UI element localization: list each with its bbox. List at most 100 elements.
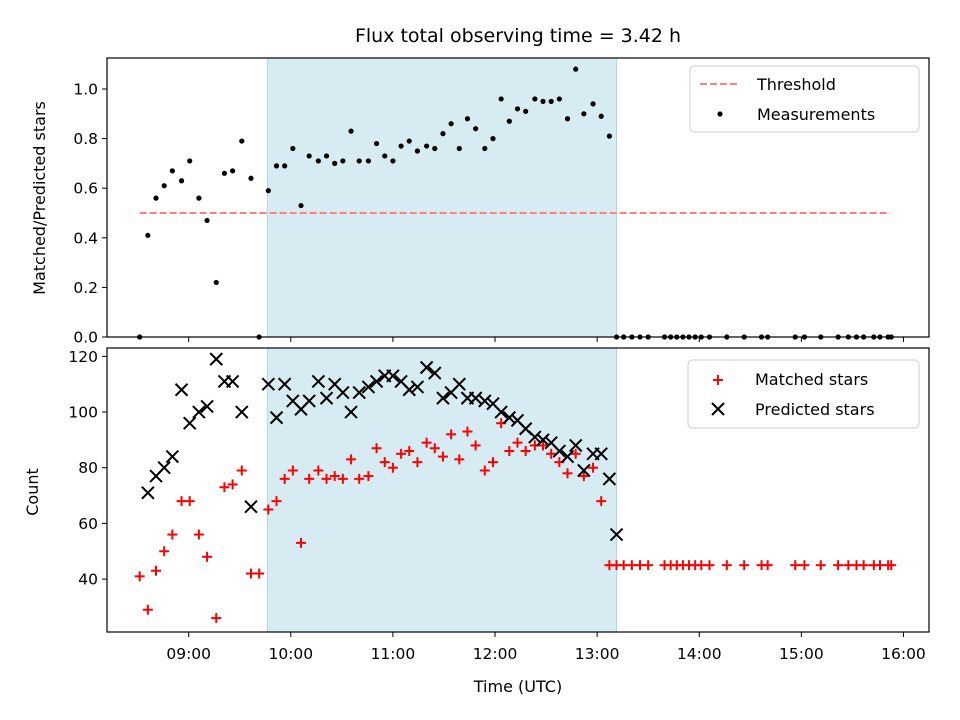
measurement-point [440, 131, 446, 137]
matched-star-point [396, 448, 407, 459]
top-y-ticks: 0.0 0.2 0.4 0.6 0.8 1.0 [73, 81, 107, 347]
matched-star-point [184, 496, 195, 507]
bottom-y-tick-label: 120 [68, 348, 98, 366]
predicted-star-point [225, 374, 240, 389]
measurement-point [506, 118, 512, 124]
predicted-star-point [452, 377, 466, 391]
matched-star-point [254, 568, 265, 579]
measurement-point [239, 138, 245, 144]
predicted-star-point [302, 394, 316, 408]
measurement-point [365, 158, 372, 164]
matched-star-point [643, 560, 654, 571]
matched-star-point [570, 448, 581, 459]
matched-star-point [142, 604, 153, 615]
matched-star-point [219, 482, 230, 493]
predicted-star-point [478, 394, 492, 408]
predicted-star-point [602, 472, 617, 486]
bottom-legend-box [687, 359, 920, 429]
top-y-tick-label: 0.2 [73, 279, 98, 297]
x-tick-label: 11:00 [371, 645, 416, 663]
top-shaded-span [266, 57, 618, 338]
legend-predicted-swatch [711, 402, 725, 416]
legend-matched-label: Matched stars [755, 370, 868, 389]
predicted-star-point [277, 377, 292, 391]
bottom-y-tick-label: 100 [68, 404, 98, 422]
matched-star-point [504, 446, 515, 457]
predicted-star-point [552, 444, 567, 458]
measurement-point [187, 158, 193, 164]
matched-star-point [271, 496, 282, 507]
matched-star-point [263, 504, 274, 515]
predicted-star-point [174, 383, 189, 397]
top-legend-box [689, 65, 920, 133]
predicted-star-point [560, 449, 575, 464]
predicted-star-point [419, 360, 434, 375]
measurement-point [556, 96, 562, 102]
measurement-point [282, 163, 288, 169]
matched-star-point [134, 571, 145, 582]
bottom-panel: 40 60 80 100 120 09:00 10:00 11:00 12:00 13:00 14… [23, 347, 930, 696]
matched-star-point [304, 473, 315, 484]
measurement-point [432, 145, 438, 152]
chart-title: Flux total observing time = 3.42 h [355, 25, 681, 47]
matched-star-point [512, 437, 523, 448]
measurement-point [606, 133, 612, 139]
bottom-axes-frame [106, 347, 930, 633]
bottom-y-axis-label: Count [23, 468, 42, 516]
matched-star-point [236, 465, 247, 476]
predicted-star-point [261, 377, 276, 391]
top-axes-frame [106, 57, 930, 338]
measurement-point [573, 66, 579, 72]
bottom-y-ticks: 40 60 80 100 120 [68, 348, 107, 589]
x-tick-label: 15:00 [779, 645, 824, 663]
matched-star-point [321, 473, 332, 484]
predicted-star-point [200, 399, 214, 414]
predicted-star-point [528, 430, 542, 444]
predicted-star-point [386, 369, 400, 383]
measurement-point [348, 128, 354, 134]
predicted-star-point [311, 374, 326, 389]
matched-star-point [363, 471, 374, 482]
predicted-star-point [402, 383, 416, 397]
measurement-point [221, 170, 228, 176]
measurement-point [482, 145, 488, 152]
measurement-point [390, 158, 396, 164]
top-x-ticks [188, 337, 904, 342]
measurement-point [265, 188, 271, 194]
matched-star-point [799, 560, 810, 571]
matched-star-point [470, 440, 481, 451]
measurement-point [424, 143, 430, 149]
matched-star-point [762, 560, 773, 571]
bottom-y-tick-label: 80 [78, 459, 98, 477]
matched-star-point [588, 462, 599, 473]
x-tick-label: 09:00 [166, 645, 211, 663]
matched-star-point [296, 537, 307, 548]
measurement-point [564, 116, 571, 122]
measurement-point [290, 145, 296, 152]
predicted-star-point [577, 463, 591, 478]
matched-star-point [313, 465, 324, 476]
top-panel: 0.0 0.2 0.4 0.6 0.8 1.0 Flux total observing … [30, 25, 930, 347]
matched-star-point [346, 454, 357, 465]
measurement-point [382, 153, 388, 159]
measurement-point [456, 145, 462, 152]
measurement-point [340, 158, 346, 164]
matched-star-point [329, 471, 340, 482]
matched-star-point [487, 457, 498, 468]
measurement-point [273, 163, 280, 169]
top-legend: Threshold Measurements [689, 65, 920, 133]
matched-star-point [371, 443, 382, 454]
matched-star-point [159, 546, 170, 557]
matched-star-point [429, 443, 440, 454]
measurement-point [490, 136, 496, 142]
top-y-tick-label: 1.0 [73, 81, 98, 99]
matched-star-point [437, 451, 448, 462]
x-tick-label: 13:00 [575, 645, 620, 663]
top-y-tick-label: 0.8 [73, 130, 98, 148]
predicted-star-points [141, 352, 624, 542]
measurement-point [514, 106, 521, 112]
matched-star-point [421, 437, 432, 448]
measurement-point [498, 96, 504, 102]
x-axis-label: Time (UTC) [473, 677, 562, 696]
